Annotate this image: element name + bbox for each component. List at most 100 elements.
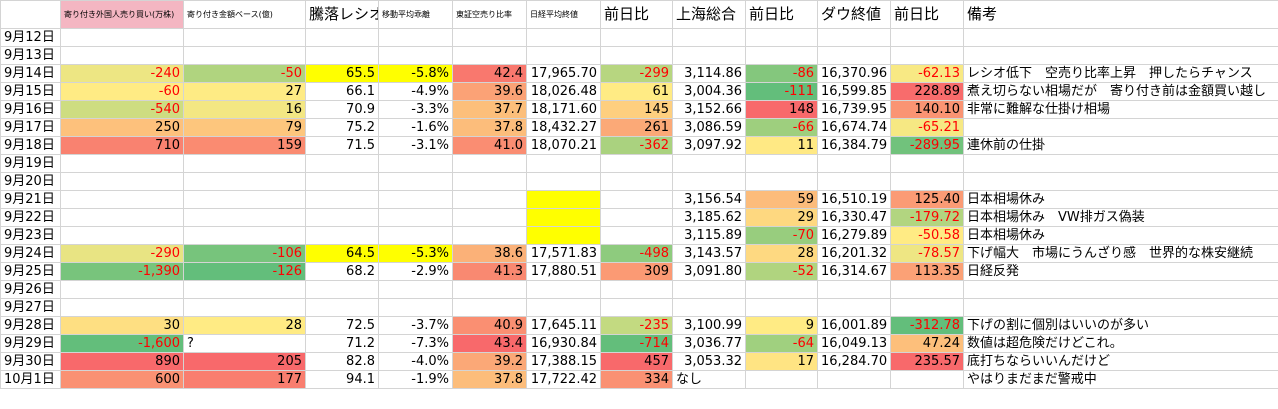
column-header	[0, 0, 61, 29]
value-cell	[452, 280, 527, 299]
value-cell: -78.57	[890, 244, 964, 263]
value-cell	[60, 190, 184, 209]
value-cell: 3,115.89	[672, 226, 746, 245]
value-cell	[305, 280, 379, 299]
value-cell: 27	[183, 82, 306, 101]
value-cell: -52	[745, 262, 818, 281]
note-cell: 連休前の仕掛	[963, 136, 1278, 155]
date-cell: 9月23日	[0, 226, 61, 245]
value-cell: 17,965.70	[526, 64, 601, 83]
value-cell: 457	[600, 352, 673, 371]
date-cell: 9月24日	[0, 244, 61, 263]
value-cell: -1.9%	[378, 370, 453, 389]
value-cell: -86	[745, 64, 818, 83]
column-header: 寄り付き金額ベース(億)	[183, 0, 306, 29]
value-cell: 3,114.86	[672, 64, 746, 83]
value-cell: 3,004.36	[672, 82, 746, 101]
value-cell: 28	[183, 316, 306, 335]
value-cell	[672, 154, 746, 173]
value-cell	[452, 154, 527, 173]
column-header: 騰落レシオ	[305, 0, 379, 29]
value-cell	[600, 154, 673, 173]
value-cell	[745, 154, 818, 173]
row: 10月1日 600 177 94.1 -1.9% 37.8 17,722.42 334 なし やは…	[0, 370, 1278, 389]
row: 9月24日 -290 -106 64.5 -5.3% 38.6 17,571.83 -498 3…	[0, 244, 1278, 263]
row: 9月15日 -60 27 66.1 -4.9% 39.6 18,026.48 61 3,004.…	[0, 82, 1278, 101]
value-cell	[672, 46, 746, 65]
note-cell	[963, 28, 1278, 47]
value-cell	[183, 280, 306, 299]
value-cell	[817, 154, 891, 173]
value-cell: 140.10	[890, 100, 964, 119]
value-cell	[526, 226, 601, 245]
value-cell: 79	[183, 118, 306, 137]
value-cell: 125.40	[890, 190, 964, 209]
value-cell: 16,674.74	[817, 118, 891, 137]
value-cell	[745, 172, 818, 191]
value-cell	[378, 154, 453, 173]
value-cell: 68.2	[305, 262, 379, 281]
value-cell	[600, 298, 673, 317]
value-cell: 30	[60, 316, 184, 335]
value-cell	[745, 298, 818, 317]
value-cell	[600, 46, 673, 65]
value-cell	[817, 370, 891, 389]
rows: 9月12日 9月13日 9月14日 -240 -50 65.5 -5.8% 42.4 17,96…	[0, 28, 1278, 389]
value-cell: -60	[60, 82, 184, 101]
value-cell: 113.35	[890, 262, 964, 281]
value-cell: -5.3%	[378, 244, 453, 263]
value-cell: 17,571.83	[526, 244, 601, 263]
value-cell: 82.8	[305, 352, 379, 371]
value-cell: -540	[60, 100, 184, 119]
value-cell	[378, 280, 453, 299]
value-cell	[817, 298, 891, 317]
value-cell: 75.2	[305, 118, 379, 137]
value-cell	[378, 208, 453, 227]
note-cell	[963, 172, 1278, 191]
date-cell: 10月1日	[0, 370, 61, 389]
date-cell: 9月14日	[0, 64, 61, 83]
value-cell	[890, 172, 964, 191]
value-cell: 3,036.77	[672, 334, 746, 353]
value-cell: 600	[60, 370, 184, 389]
value-cell: -299	[600, 64, 673, 83]
row: 9月22日 3,185.62 29 16,330.47 -179.72 日本相場休み VW…	[0, 208, 1278, 227]
value-cell	[378, 226, 453, 245]
value-cell	[890, 46, 964, 65]
value-cell: 16,314.67	[817, 262, 891, 281]
value-cell: -235	[600, 316, 673, 335]
column-header: 前日比	[890, 0, 964, 29]
value-cell: 16,001.89	[817, 316, 891, 335]
value-cell: 37.8	[452, 370, 527, 389]
value-cell	[526, 190, 601, 209]
note-cell: 下げ幅大 市場にうんざり感 世界的な株安継続	[963, 244, 1278, 263]
value-cell	[890, 28, 964, 47]
note-cell: 下げの割に個別はいいのが多い	[963, 316, 1278, 335]
value-cell	[526, 154, 601, 173]
row: 9月26日	[0, 280, 1278, 299]
value-cell	[745, 280, 818, 299]
value-cell: 16,201.32	[817, 244, 891, 263]
column-header: 寄り付き外国人売り買い(万株)	[60, 0, 184, 29]
note-cell: やはりまだまだ警戒中	[963, 370, 1278, 389]
value-cell: 16,384.79	[817, 136, 891, 155]
value-cell: 3,143.57	[672, 244, 746, 263]
date-cell: 9月21日	[0, 190, 61, 209]
value-cell: 3,185.62	[672, 208, 746, 227]
value-cell	[890, 370, 964, 389]
value-cell: 16,510.19	[817, 190, 891, 209]
value-cell: 37.7	[452, 100, 527, 119]
value-cell	[183, 154, 306, 173]
note-cell: 日本相場休み	[963, 190, 1278, 209]
value-cell: 159	[183, 136, 306, 155]
value-cell	[183, 298, 306, 317]
value-cell	[672, 280, 746, 299]
value-cell	[745, 46, 818, 65]
value-cell	[452, 298, 527, 317]
value-cell: -106	[183, 244, 306, 263]
row: 9月23日 3,115.89 -70 16,279.89 -50.58 日本相場休み	[0, 226, 1278, 245]
note-cell	[963, 154, 1278, 173]
note-cell	[963, 46, 1278, 65]
value-cell: 66.1	[305, 82, 379, 101]
value-cell: 18,171.60	[526, 100, 601, 119]
